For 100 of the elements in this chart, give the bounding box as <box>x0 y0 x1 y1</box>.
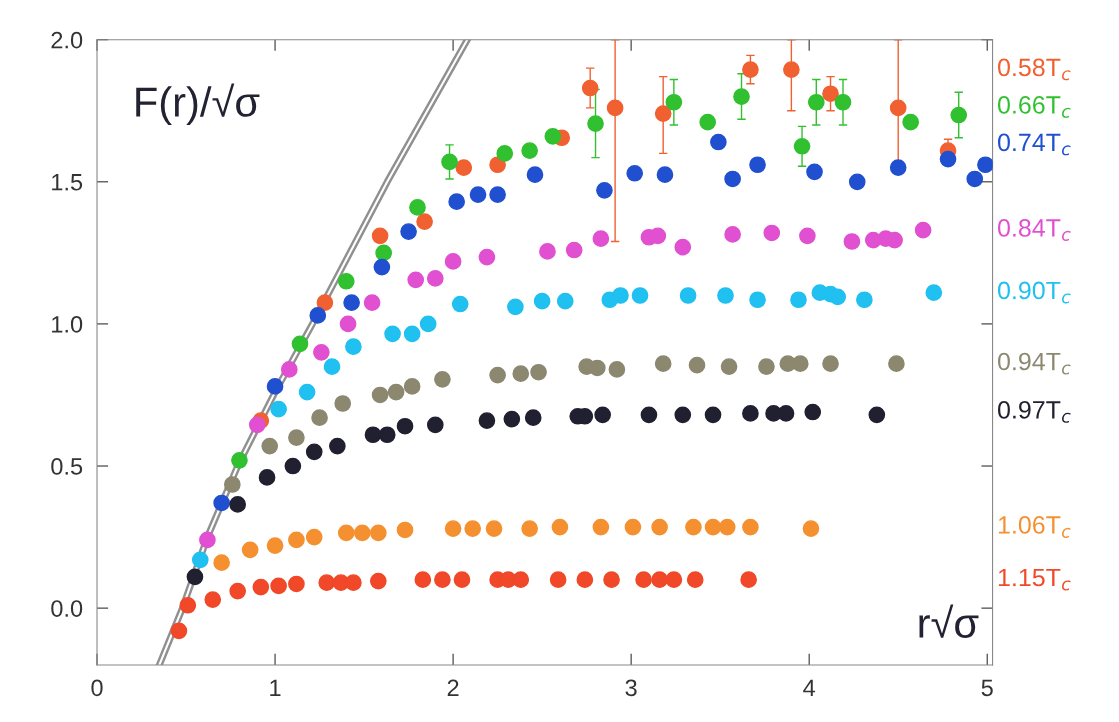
point <box>384 325 401 343</box>
point <box>191 551 209 569</box>
point <box>526 166 544 184</box>
point <box>556 292 574 310</box>
point <box>635 571 652 589</box>
point <box>337 272 355 290</box>
text: 0.58T$_{c}$ <box>998 58 1071 81</box>
point <box>199 531 216 549</box>
x-tick-label: 1 <box>270 679 281 696</box>
point <box>742 61 759 78</box>
point <box>270 400 287 418</box>
point <box>742 518 759 536</box>
point <box>603 571 620 589</box>
point <box>594 406 611 424</box>
point <box>170 622 188 640</box>
point <box>373 258 391 276</box>
point <box>807 93 825 111</box>
point <box>576 571 594 589</box>
series-label: 0.66T$_{c}$ <box>998 96 1071 118</box>
point <box>939 150 957 168</box>
x-tick-label: 2 <box>447 679 459 696</box>
point <box>587 115 604 132</box>
point <box>902 113 919 131</box>
point <box>686 571 704 589</box>
point <box>426 270 444 287</box>
point <box>409 199 426 216</box>
point <box>749 156 766 174</box>
point <box>434 571 451 589</box>
point <box>434 371 451 388</box>
point <box>888 355 905 373</box>
point <box>213 494 230 512</box>
point <box>266 537 284 554</box>
point <box>544 128 562 145</box>
point <box>179 596 197 614</box>
point <box>416 213 433 230</box>
point <box>387 383 405 401</box>
point <box>223 476 241 493</box>
point <box>802 520 820 537</box>
point <box>369 524 387 542</box>
y-tick-label: 2.0 <box>51 31 83 49</box>
point <box>834 93 852 111</box>
y-axis-title: F(r)/√σ <box>136 83 260 126</box>
point <box>685 518 702 536</box>
point <box>651 518 668 536</box>
point <box>248 416 266 434</box>
text: 0.97T$_{c}$ <box>998 400 1071 423</box>
point <box>631 287 649 304</box>
point <box>806 163 823 181</box>
point <box>444 520 462 537</box>
point <box>229 496 247 513</box>
point <box>717 287 734 304</box>
point <box>914 221 932 239</box>
point <box>848 173 866 191</box>
point <box>749 291 766 309</box>
point <box>313 344 330 361</box>
point <box>783 61 800 78</box>
point <box>889 99 907 117</box>
point <box>345 574 362 591</box>
point <box>608 361 626 378</box>
point <box>241 541 259 559</box>
point <box>592 230 610 247</box>
x-axis-title: r√σ <box>919 604 979 638</box>
point <box>261 437 279 455</box>
point <box>950 106 968 124</box>
point <box>334 395 352 412</box>
point <box>533 292 551 310</box>
point <box>363 294 381 311</box>
point <box>455 159 473 176</box>
text: 0.84T$_{c}$ <box>998 219 1071 241</box>
x-tick-label: 4 <box>803 679 816 696</box>
x-tick-label: 0 <box>91 679 103 697</box>
point <box>679 287 697 304</box>
point <box>654 105 672 122</box>
point <box>656 166 674 184</box>
point <box>856 291 873 309</box>
point <box>654 355 672 373</box>
point <box>353 524 371 542</box>
point <box>718 518 736 536</box>
point <box>742 405 759 422</box>
point <box>710 133 727 151</box>
point <box>337 524 355 542</box>
point <box>453 571 471 589</box>
x-tick-label: 5 <box>981 679 993 697</box>
point <box>688 356 706 374</box>
point <box>288 429 305 446</box>
point <box>441 153 458 171</box>
point <box>375 244 392 262</box>
point <box>720 358 738 375</box>
point <box>444 253 462 270</box>
point <box>396 521 414 539</box>
point <box>539 243 556 260</box>
point <box>674 238 692 256</box>
x-tick-label: 3 <box>625 679 637 697</box>
point <box>369 572 387 590</box>
point <box>489 186 506 203</box>
point <box>549 571 567 589</box>
point <box>512 571 530 589</box>
point <box>371 386 389 404</box>
point <box>311 409 328 427</box>
point <box>414 571 432 589</box>
